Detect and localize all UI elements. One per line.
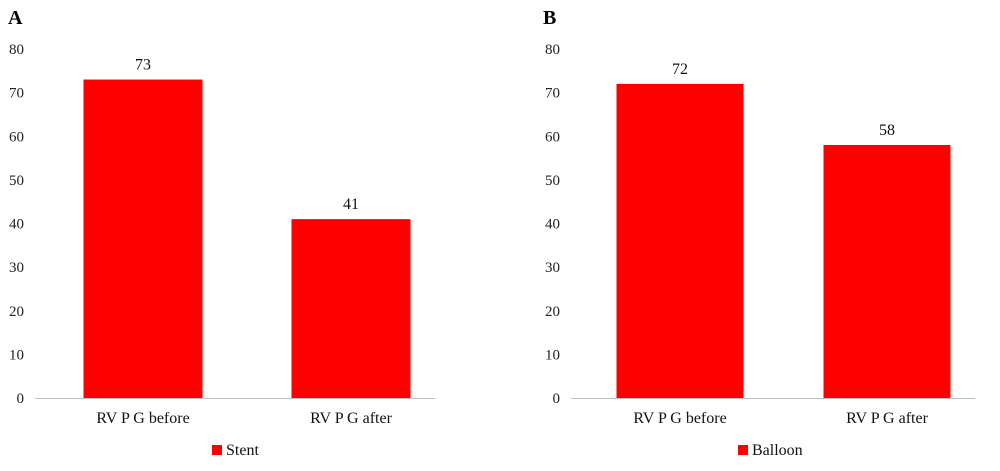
y-tick-label: 50 (9, 173, 24, 189)
y-tick-label: 80 (9, 42, 24, 58)
category-label: RV P G after (310, 410, 392, 427)
panel-letter: B (543, 7, 556, 29)
y-tick-label: 0 (553, 391, 561, 407)
y-tick-label: 10 (9, 347, 24, 363)
y-tick-label: 30 (545, 260, 560, 276)
legend-label: Balloon (752, 442, 803, 459)
category-label: RV P G before (96, 410, 189, 427)
y-tick-label: 70 (9, 86, 24, 102)
bar (823, 144, 951, 398)
category-label: RV P G before (633, 410, 726, 427)
chart-panel-b: B 0 10 20 30 40 50 60 70 80 72 58 RV P G before RV P … (543, 7, 975, 459)
bar (291, 219, 411, 398)
bar (616, 83, 744, 399)
y-tick-label: 0 (17, 391, 25, 407)
y-tick-label: 60 (9, 129, 24, 145)
panel-letter: A (8, 7, 23, 29)
legend-label: Stent (226, 442, 259, 459)
y-tick-label: 50 (545, 173, 560, 189)
y-tick-label: 20 (9, 304, 24, 320)
category-label: RV P G after (846, 410, 928, 427)
y-tick-label: 60 (545, 129, 560, 145)
y-tick-label: 30 (9, 260, 24, 276)
legend-swatch (212, 445, 222, 455)
y-tick-label: 10 (545, 347, 560, 363)
legend-swatch (738, 445, 748, 455)
y-tick-label: 40 (545, 217, 560, 233)
data-label: 58 (879, 122, 895, 139)
y-tick-label: 40 (9, 217, 24, 233)
y-tick-label: 80 (545, 42, 560, 58)
y-tick-label: 20 (545, 304, 560, 320)
data-label: 73 (135, 57, 151, 74)
bar (83, 79, 203, 398)
data-label: 41 (343, 196, 359, 213)
data-label: 72 (672, 61, 688, 78)
y-tick-label: 70 (545, 86, 560, 102)
chart-panel-a: A 0 10 20 30 40 50 60 70 80 73 41 RV P G before RV P … (8, 7, 435, 459)
